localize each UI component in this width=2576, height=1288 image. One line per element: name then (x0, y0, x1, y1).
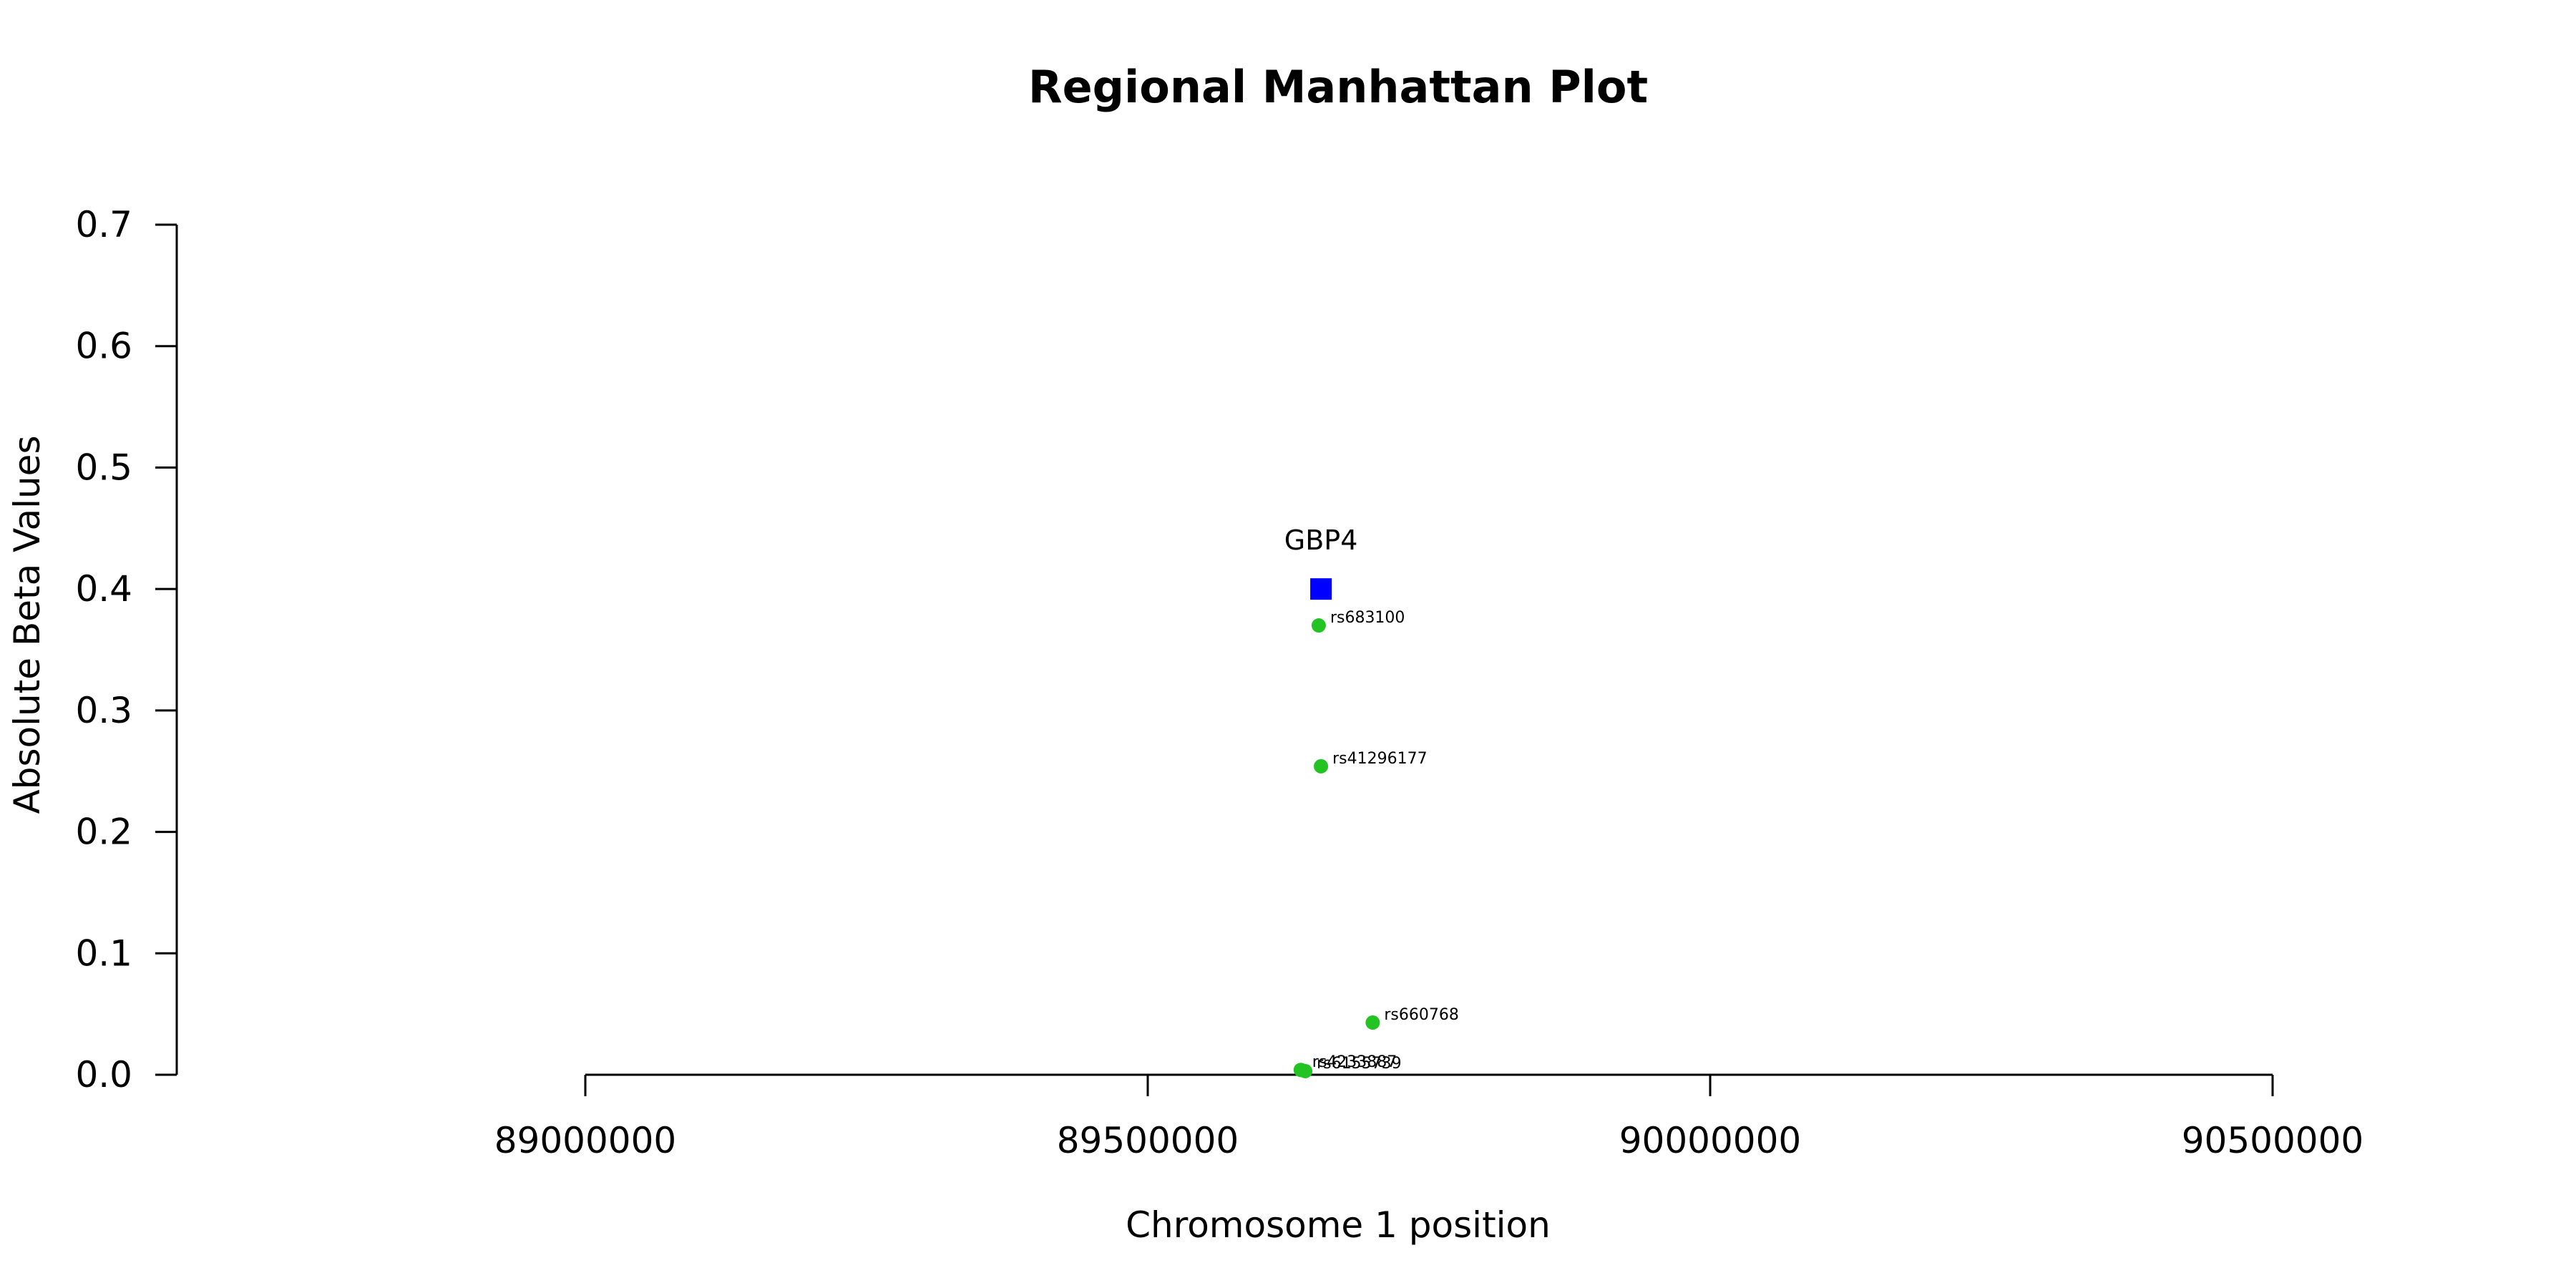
y-tick-label: 0.0 (75, 1054, 132, 1096)
snp-label: rs6155739 (1317, 1055, 1402, 1073)
snp-label: rs683100 (1330, 609, 1405, 627)
data-marks: rs683100 rs41296177 rs660768 rs4233887rs615… (1284, 525, 1459, 1078)
x-tick-label: 90000000 (1619, 1120, 1802, 1161)
y-tick-label: 0.6 (75, 326, 132, 367)
snp-point (1314, 758, 1329, 774)
y-tick-label: 0.5 (75, 447, 132, 488)
snp-point (1298, 1063, 1313, 1078)
snp-point (1365, 1015, 1380, 1030)
y-axis-label: Absolute Beta Values (6, 436, 48, 814)
chart-title: Regional Manhattan Plot (1028, 61, 1648, 113)
y-tick-label: 0.3 (75, 690, 132, 731)
x-axis-label: Chromosome 1 position (1126, 1204, 1551, 1246)
x-tick-label: 90500000 (2182, 1120, 2364, 1161)
x-tick-label: 89000000 (494, 1120, 677, 1161)
gene-marker (1310, 578, 1332, 600)
snp-label: rs660768 (1384, 1006, 1459, 1024)
y-tick-label: 0.1 (75, 932, 132, 974)
y-tick-label: 0.7 (75, 204, 132, 245)
y-tick-label: 0.4 (75, 568, 132, 610)
x-tick-label: 89500000 (1057, 1120, 1239, 1161)
snp-point (1311, 618, 1326, 633)
snp-label: rs41296177 (1332, 750, 1427, 768)
axes: 0.0 0.1 0.2 0.3 0.4 0.5 0.6 0.7 89000000 89500000… (75, 204, 2363, 1161)
y-tick-label: 0.2 (75, 811, 132, 853)
gene-label: GBP4 (1284, 525, 1358, 556)
snp-label: rs4233887 (1312, 1053, 1397, 1071)
